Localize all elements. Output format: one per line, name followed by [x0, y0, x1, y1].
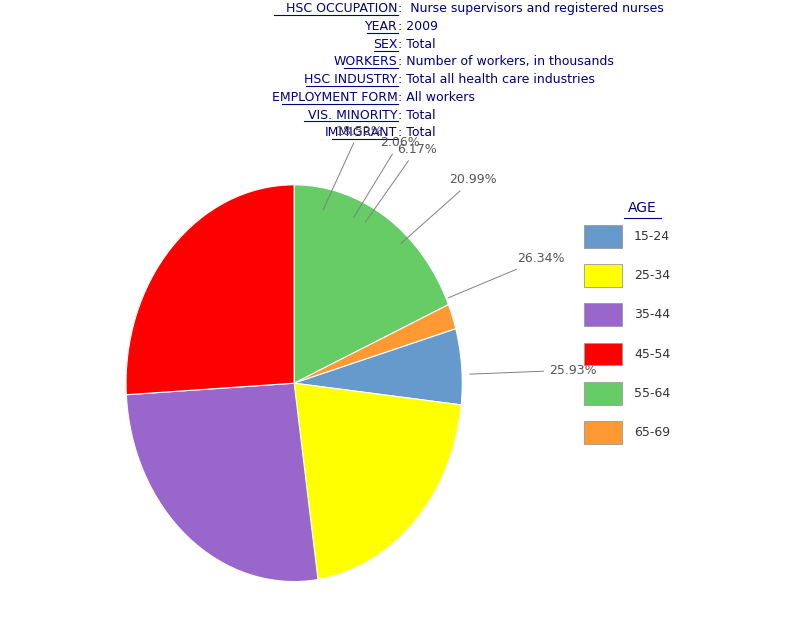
- Text: : Total: : Total: [398, 109, 435, 122]
- Text: : Total all health care industries: : Total all health care industries: [398, 73, 595, 86]
- Text: : 2009: : 2009: [398, 20, 437, 33]
- Text: : All workers: : All workers: [398, 91, 475, 104]
- Text: : Total: : Total: [398, 38, 435, 51]
- Text: 15-24: 15-24: [634, 230, 670, 243]
- Bar: [584, 264, 622, 287]
- Wedge shape: [294, 383, 461, 580]
- Bar: [584, 303, 622, 327]
- Text: 25-34: 25-34: [634, 269, 670, 282]
- Text: HSC INDUSTRY: HSC INDUSTRY: [304, 73, 398, 86]
- Text: IMMIGRANT: IMMIGRANT: [325, 126, 398, 139]
- Bar: [584, 382, 622, 404]
- Text: 6.17%: 6.17%: [365, 143, 436, 222]
- Text: 2.06%: 2.06%: [354, 136, 420, 218]
- Wedge shape: [294, 329, 462, 405]
- Text: VIS. MINORITY: VIS. MINORITY: [308, 109, 398, 122]
- Wedge shape: [126, 383, 318, 582]
- Text: YEAR: YEAR: [365, 20, 398, 33]
- Text: EMPLOYMENT FORM: EMPLOYMENT FORM: [272, 91, 398, 104]
- Wedge shape: [294, 185, 448, 383]
- Text: 25.93%: 25.93%: [470, 363, 597, 377]
- Text: 18.52%: 18.52%: [323, 124, 383, 210]
- Text: 65-69: 65-69: [634, 426, 670, 439]
- Text: 26.34%: 26.34%: [448, 252, 565, 298]
- Text: : Total: : Total: [398, 126, 435, 139]
- Text: AGE: AGE: [628, 202, 657, 215]
- Bar: [584, 343, 622, 366]
- Text: : Number of workers, in thousands: : Number of workers, in thousands: [398, 55, 614, 68]
- Text: 35-44: 35-44: [634, 308, 670, 321]
- Wedge shape: [126, 185, 294, 395]
- Bar: [584, 225, 622, 248]
- Text: 20.99%: 20.99%: [401, 173, 496, 243]
- Wedge shape: [294, 305, 456, 383]
- Text: 55-64: 55-64: [634, 387, 670, 400]
- Text: :  Nurse supervisors and registered nurses: : Nurse supervisors and registered nurse…: [398, 3, 663, 15]
- Text: SEX: SEX: [373, 38, 398, 51]
- Bar: [584, 421, 622, 444]
- Text: WORKERS: WORKERS: [334, 55, 398, 68]
- Text: 45-54: 45-54: [634, 348, 670, 361]
- Text: HSC OCCUPATION: HSC OCCUPATION: [286, 3, 398, 15]
